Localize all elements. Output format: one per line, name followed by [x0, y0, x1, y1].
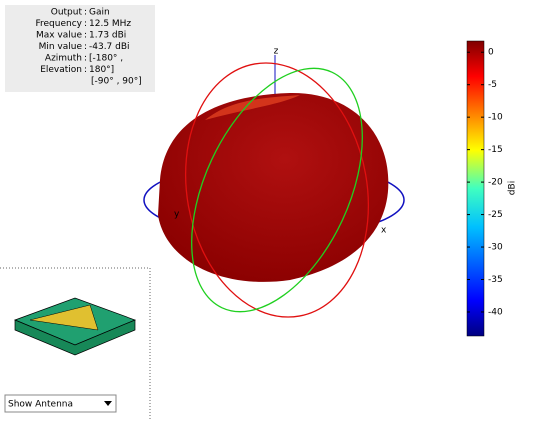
dropdown-arrow: [104, 401, 112, 406]
y-label: y: [174, 210, 180, 220]
info-panel: [5, 5, 155, 92]
info-value: Gain: [89, 8, 110, 18]
colorbar-tick-label: -20: [488, 178, 503, 188]
info-value: -43.7 dBi: [89, 42, 130, 52]
dropdown[interactable]: [4, 394, 117, 413]
yz-ring: [191, 67, 363, 313]
colorbar-label: dBi: [508, 181, 518, 195]
info-sep: :: [84, 65, 87, 75]
z-label: z: [274, 47, 279, 57]
xz-ring: [184, 62, 370, 318]
colorbar-tick-label: -10: [488, 113, 503, 123]
info-value: 1.73 dBi: [89, 31, 126, 41]
gain-surface: [158, 92, 389, 282]
x-label: x: [381, 226, 387, 236]
colorbar-tick-label: -15: [488, 145, 503, 155]
surface-highlight: [205, 95, 300, 120]
info-sep: :: [84, 42, 87, 52]
info-key: Elevation: [40, 65, 82, 75]
info-value: 12.5 MHz: [89, 19, 131, 29]
info-sep: :: [84, 19, 87, 29]
info-key: Min value: [39, 42, 83, 52]
antenna-patch: [29, 304, 99, 331]
colorbar-tick-label: -40: [488, 307, 503, 317]
colorbar-tick-label: -30: [488, 243, 503, 253]
info-sep: :: [84, 54, 87, 64]
colorbar-tick-label: -35: [488, 275, 503, 285]
info-key: Max value: [36, 31, 83, 41]
info-key: Azimuth: [45, 54, 82, 64]
colorbar-tick-label: -5: [488, 80, 497, 90]
colorbar-tick-label: 0: [488, 48, 494, 58]
antenna-ground-side: [14, 319, 136, 356]
info-value: 180°]: [89, 65, 114, 75]
info-key: Output: [51, 8, 83, 18]
info-key: Frequency: [36, 19, 83, 29]
colorbar: [466, 40, 485, 337]
dropdown-label: Show Antenna: [8, 400, 73, 410]
info-value: [-180° ,: [89, 54, 123, 64]
info-extra: [-90° , 90°]: [91, 77, 142, 87]
info-sep: :: [84, 8, 87, 18]
info-sep: :: [84, 31, 87, 41]
colorbar-tick-label: -25: [488, 210, 503, 220]
